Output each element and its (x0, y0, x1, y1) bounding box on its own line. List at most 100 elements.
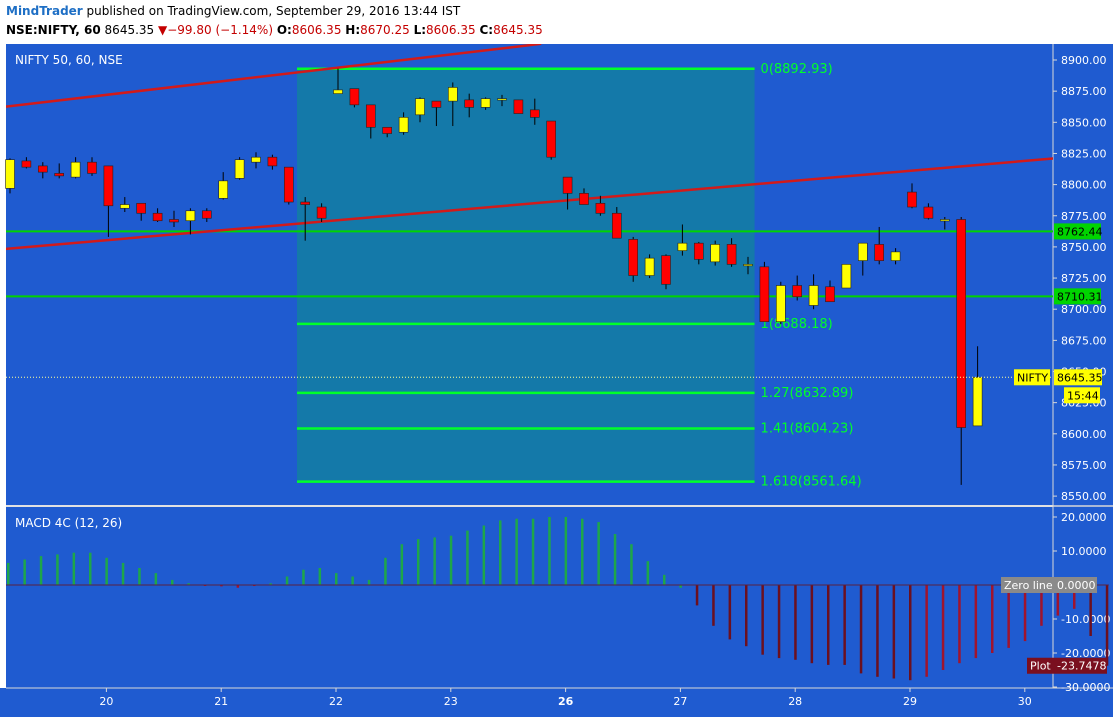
macd-bar (581, 518, 584, 585)
macd-bar (663, 574, 666, 585)
down-candle (316, 206, 327, 219)
price-tick-label: 8800.00 (1061, 179, 1107, 192)
macd-bar (646, 561, 650, 585)
high-value: 8670.25 (360, 23, 410, 37)
down-candle (628, 239, 639, 276)
macd-bar (335, 573, 338, 585)
countdown-label: 15:44 (1067, 389, 1099, 402)
up-candle (677, 242, 688, 251)
down-candle (595, 202, 606, 214)
macd-bar (941, 585, 945, 670)
macd-bar (39, 556, 43, 585)
plot-tag-label: Plot (1030, 660, 1051, 673)
up-candle (972, 376, 983, 427)
author-name[interactable]: MindTrader (6, 4, 83, 18)
zero-line-tag (1001, 577, 1097, 593)
macd-bar (466, 530, 469, 585)
open-value: 8606.35 (291, 23, 342, 37)
down-candle (792, 285, 803, 298)
up-candle (480, 98, 491, 108)
macd-bar (777, 585, 781, 659)
time-tick-label: 30 (1018, 695, 1032, 708)
down-candle (152, 212, 163, 222)
time-tick-label: 28 (788, 695, 802, 708)
symbol-tag (1014, 369, 1050, 386)
price-tick-label: 8875.00 (1061, 85, 1107, 98)
macd-bar (613, 534, 617, 585)
price-tick-label: 8750.00 (1061, 241, 1107, 254)
macd-bar (630, 544, 633, 585)
up-candle (5, 159, 15, 189)
down-candle (431, 100, 442, 108)
down-candle (169, 219, 179, 223)
down-candle (283, 166, 294, 203)
macd-bar (548, 517, 551, 585)
up-candle (218, 180, 228, 199)
close-value: 8645.35 (493, 23, 543, 37)
macd-bar (7, 562, 10, 585)
price-tick-label: 8825.00 (1061, 147, 1107, 160)
up-candle (841, 264, 852, 289)
up-candle (644, 257, 655, 276)
zero-line-tag-label: Zero line (1004, 579, 1053, 592)
macd-pane (6, 507, 1053, 688)
macd-bar (253, 585, 256, 587)
chart-area[interactable]: 0(8892.93) 1(8688.18) 1.27(8632.89) 1.41(86… (0, 44, 1113, 717)
macd-bar (1073, 585, 1076, 609)
macd-pane-title: MACD 4C (12, 26) (15, 516, 122, 530)
macd-bar (23, 559, 26, 585)
macd-bar (384, 557, 387, 585)
time-tick-label: 23 (444, 695, 458, 708)
time-tick-label: 21 (214, 695, 228, 708)
down-candle (21, 160, 32, 168)
price-pane-title: NIFTY 50, 60, NSE (15, 53, 123, 67)
symbol-tag-label: NIFTY (1017, 371, 1048, 384)
macd-bar (991, 585, 994, 653)
price-tick-label: 8675.00 (1061, 334, 1107, 347)
macd-bar (974, 585, 978, 659)
down-candle (54, 173, 65, 177)
up-candle (447, 87, 458, 102)
price-tick-label: 8900.00 (1061, 54, 1107, 67)
down-candle (365, 104, 376, 128)
macd-bar (187, 583, 190, 585)
down-candle (923, 206, 934, 219)
chart-header: MindTrader published on TradingView.com,… (0, 0, 1113, 44)
macd-bar (794, 585, 797, 660)
fib-zone (297, 68, 755, 482)
down-candle (513, 99, 524, 114)
down-candle (693, 242, 704, 260)
macd-bar (318, 568, 322, 585)
macd-bar (236, 585, 240, 588)
macd-bar (827, 585, 830, 665)
price-tick-label: 8850.00 (1061, 116, 1107, 129)
macd-bar (89, 552, 92, 585)
macd-bar (892, 585, 896, 679)
fib-level-label: 1.41(8604.23) (761, 422, 854, 437)
macd-bar (449, 535, 453, 585)
last-price-tag (1054, 369, 1102, 386)
macd-bar (499, 520, 502, 585)
time-tick-label: 26 (558, 695, 574, 708)
macd-bar (564, 517, 568, 585)
macd-tick-label: -20.0000 (1061, 647, 1110, 660)
up-candle (333, 89, 343, 94)
time-axis (0, 688, 1113, 717)
up-candle (251, 156, 261, 163)
last-price: 8645.35 (104, 23, 155, 37)
macd-bar (761, 585, 764, 655)
down-candle (349, 88, 360, 106)
macd-bar (367, 579, 371, 585)
time-tick-label: 29 (903, 695, 917, 708)
down-candle (759, 266, 770, 322)
fib-level-label: 1(8688.18) (761, 317, 833, 332)
down-candle (611, 212, 622, 239)
fib-level-label: 1.618(8561.64) (761, 475, 862, 490)
up-candle (185, 210, 196, 222)
up-candle (398, 117, 409, 133)
macd-tick-label: -10.0000 (1061, 613, 1110, 626)
price-change: −99.80 (−1.14%) (167, 23, 273, 37)
macd-bar (121, 562, 125, 585)
macd-bar (138, 568, 141, 585)
macd-bar (712, 585, 715, 626)
